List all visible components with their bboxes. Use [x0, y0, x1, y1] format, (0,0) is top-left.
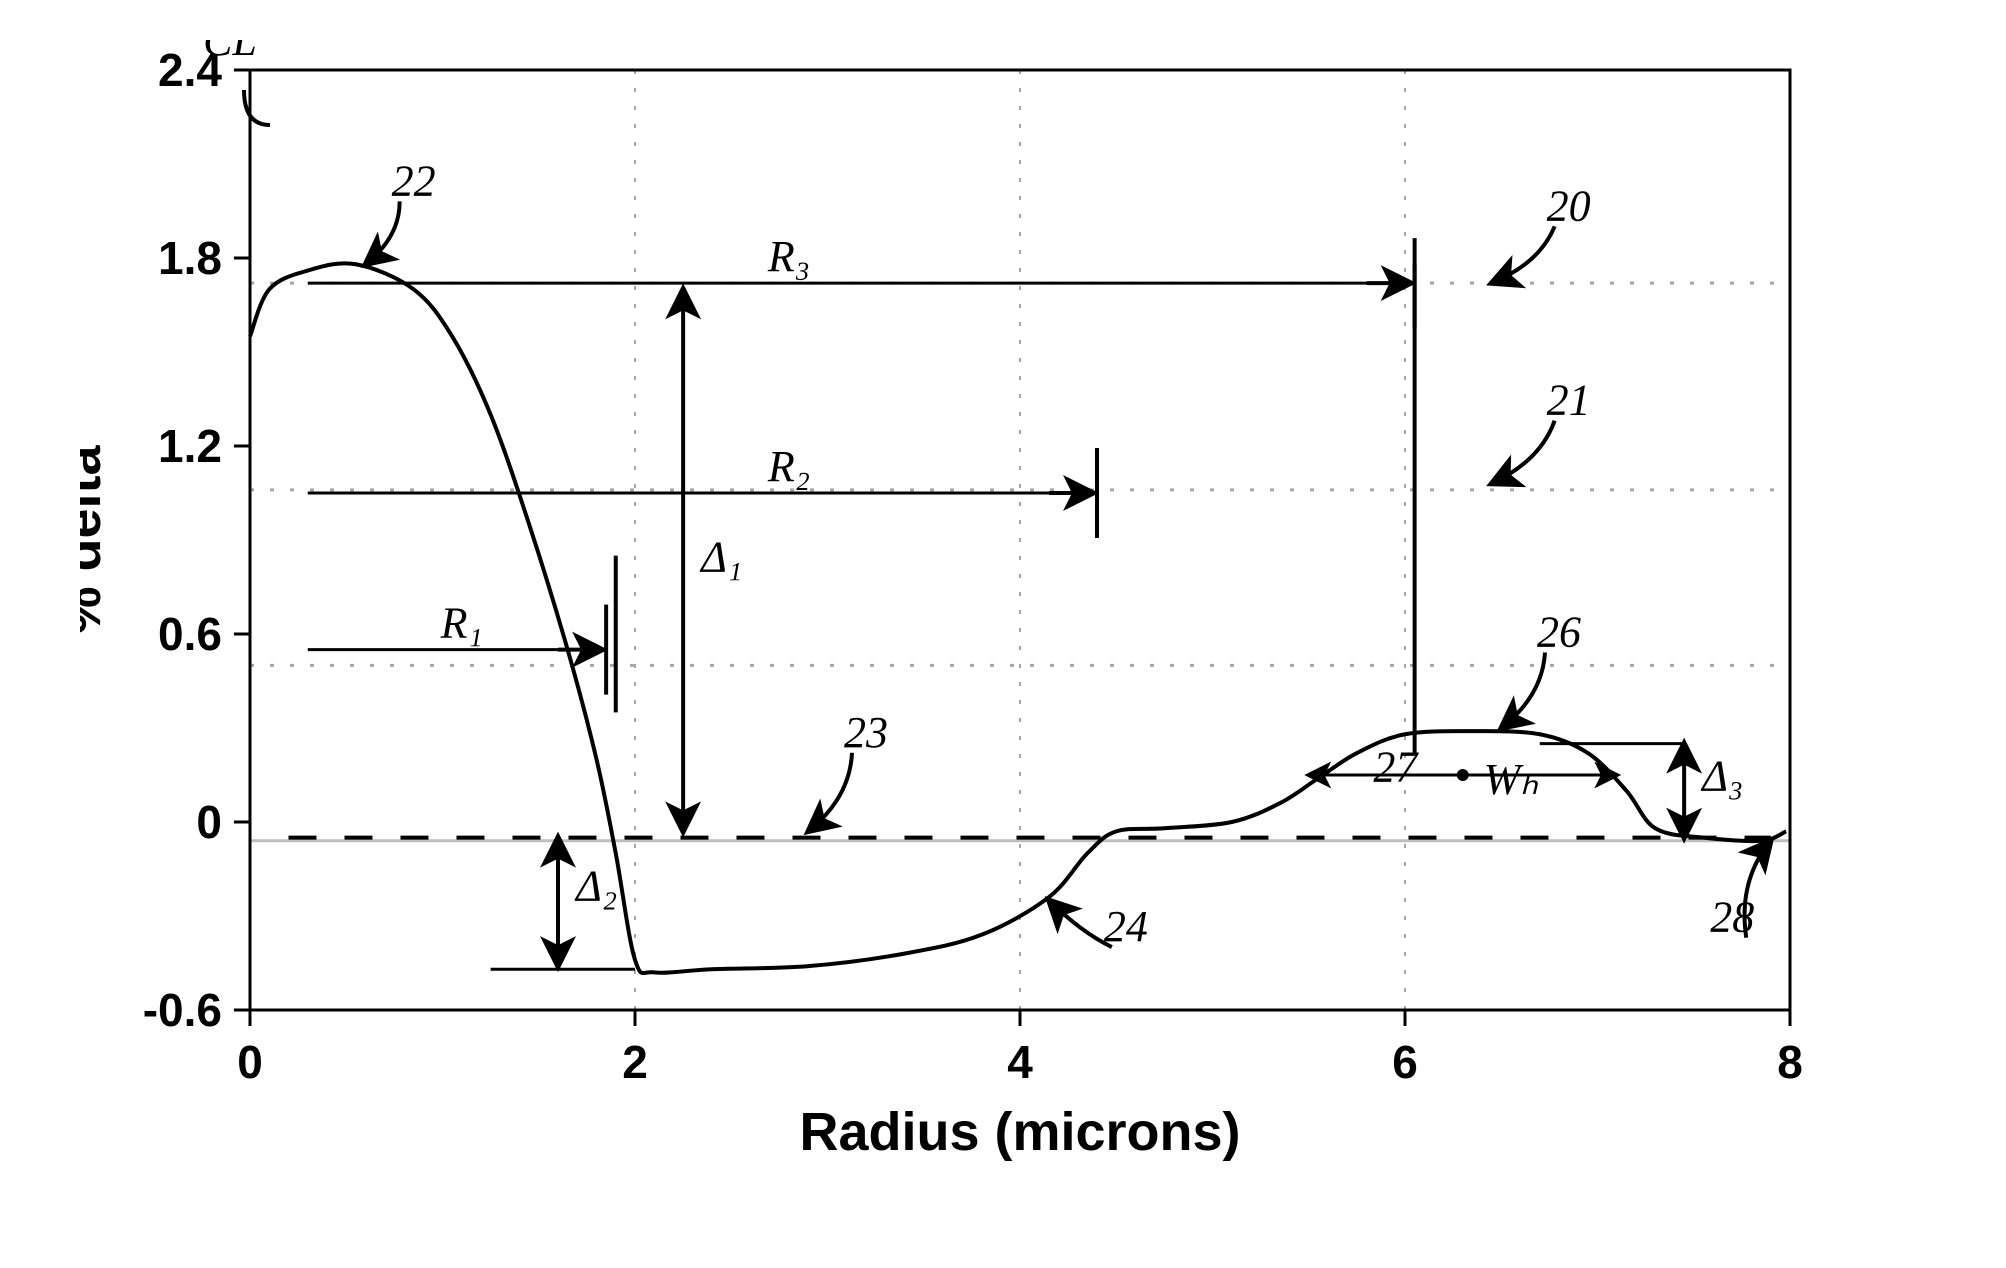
chart-svg: 02468-0.600.61.21.82.4Radius (microns)% …: [80, 40, 1940, 1230]
annotation-21: 21: [1547, 376, 1591, 425]
annotation-20: 20: [1547, 181, 1591, 230]
label-R1: R₁: [440, 599, 483, 648]
x-tick-label: 2: [622, 1036, 648, 1088]
y-axis-label: % delta: [80, 445, 112, 635]
label-R3: R₃: [767, 232, 810, 281]
x-tick-label: 4: [1007, 1036, 1033, 1088]
annotation-27: 27: [1373, 742, 1419, 791]
chart-container: 02468-0.600.61.21.82.4Radius (microns)% …: [80, 40, 1940, 1230]
cl-hook: [244, 90, 270, 125]
y-tick-label: 0: [196, 796, 222, 848]
annotation-24: 24: [1104, 902, 1148, 951]
x-tick-label: 8: [1777, 1036, 1803, 1088]
y-tick-label: 1.2: [158, 420, 222, 472]
annotation-CL: CL: [203, 40, 257, 65]
leader-20: [1492, 226, 1555, 283]
y-tick-label: 0.6: [158, 608, 222, 660]
label-delta1: Δ₁: [699, 532, 742, 581]
label-delta3: Δ₃: [1700, 752, 1743, 801]
annotation-22: 22: [392, 156, 436, 205]
annotation-Wh: Wₕ: [1484, 755, 1539, 804]
y-tick-label: -0.6: [143, 984, 222, 1036]
leader-24: [1049, 900, 1112, 947]
x-axis-label: Radius (microns): [799, 1102, 1240, 1162]
annotation-23: 23: [844, 708, 888, 757]
leader-21: [1492, 421, 1555, 484]
wh-center-dot: [1457, 769, 1469, 781]
leader-26: [1501, 653, 1545, 728]
leader-22: [366, 201, 400, 264]
label-R2: R₂: [767, 442, 810, 491]
annotation-26: 26: [1537, 608, 1581, 657]
y-tick-label: 1.8: [158, 232, 222, 284]
x-tick-label: 0: [237, 1036, 263, 1088]
x-tick-label: 6: [1392, 1036, 1418, 1088]
leader-23: [808, 753, 852, 832]
label-delta2: Δ₂: [574, 861, 617, 910]
